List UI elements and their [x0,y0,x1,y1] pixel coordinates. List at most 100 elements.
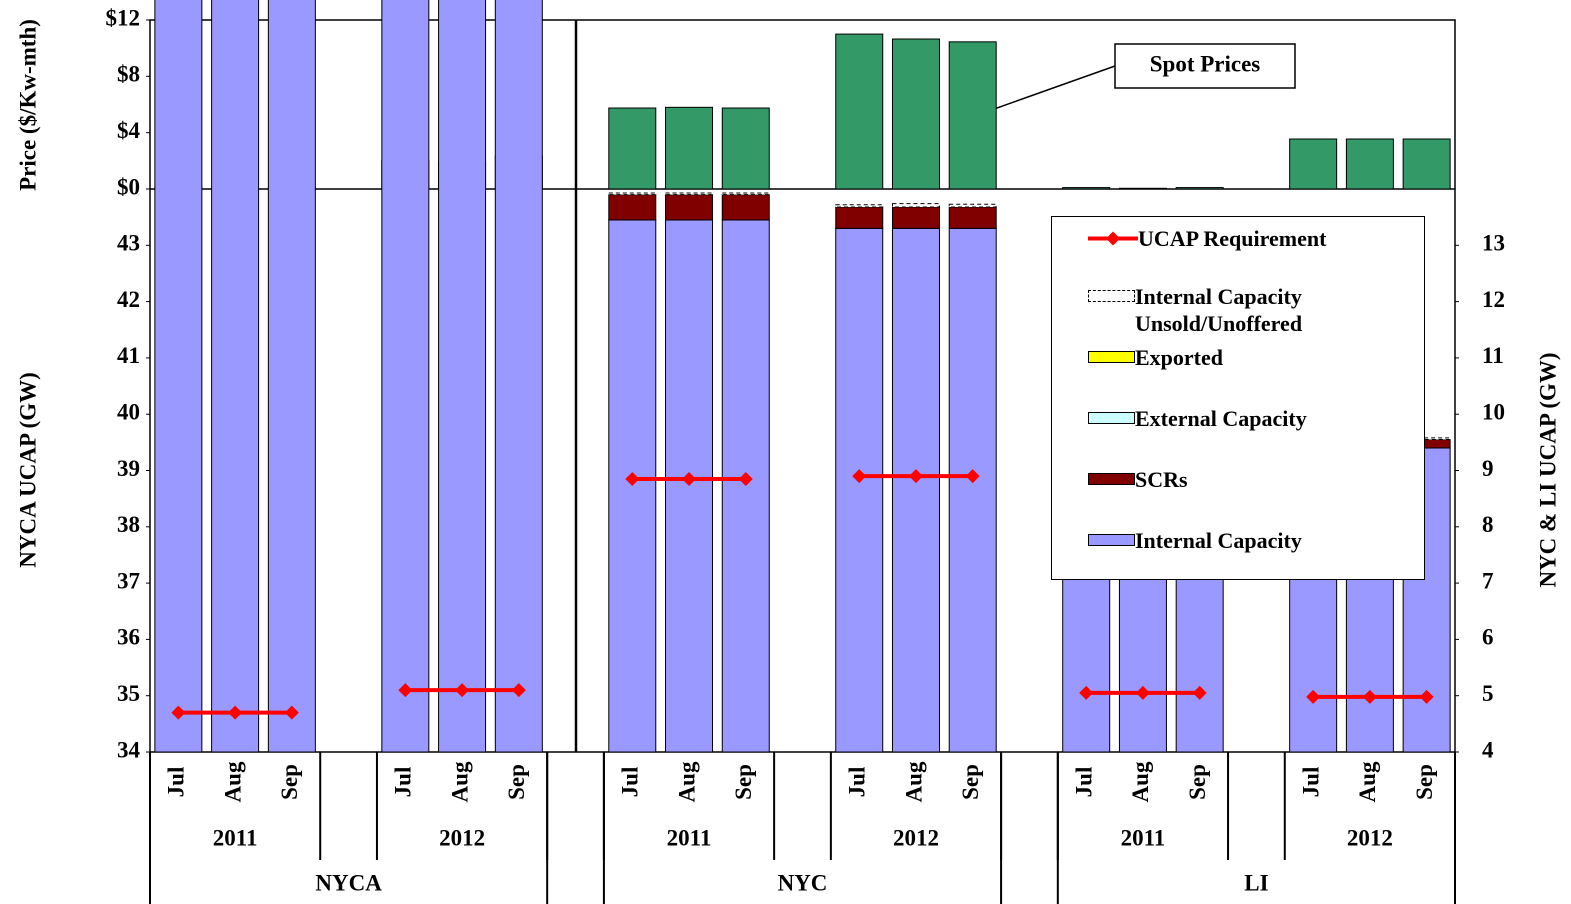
requirement-marker [1362,689,1377,704]
y2-tick-label: 10 [1482,399,1505,424]
y2-tick-label: 11 [1482,343,1504,368]
bar-segment [721,194,770,221]
bar-segment [1402,437,1451,441]
legend-swatch [1088,231,1138,246]
y2-tick-label: 9 [1482,456,1494,481]
y-tick-label: 36 [117,625,140,650]
legend-item: External Capacity [1088,405,1375,432]
bar-segment [948,206,997,229]
y-tick-label: 37 [117,568,140,593]
y-tick-label: 39 [117,456,140,481]
price-tick-label: $12 [106,5,141,30]
requirement-marker [852,469,867,484]
x-tick-label: Sep [1412,764,1437,800]
legend-swatch-marker [1106,231,1120,246]
region-label: NYC [778,870,828,895]
bar-segment [608,192,657,196]
bar-segment [494,0,543,753]
price-bar [948,41,997,190]
x-tick-label: Aug [1128,761,1153,802]
price-bar [1175,187,1224,190]
bar-segment [665,194,714,221]
bar-segment [891,227,940,753]
requirement-marker [1079,685,1094,700]
requirement-marker [625,471,640,486]
y-tick-label: 35 [117,681,140,706]
x-tick-label: Jul [391,767,416,798]
price-tick-label: $8 [117,62,140,87]
bar-segment [948,203,997,208]
requirement-marker [738,471,753,486]
bar-segment [381,0,430,753]
bar-segment [665,192,714,196]
bar-segment [948,227,997,753]
x-tick-label: Jul [618,767,643,798]
x-tick-label: Sep [1185,764,1210,800]
year-label: 2012 [1347,825,1393,850]
x-tick-label: Jul [845,767,870,798]
bar-segment [835,206,884,229]
x-tick-label: Sep [958,764,983,800]
region-label: LI [1244,870,1268,895]
price-bar [1118,187,1167,190]
y2-tick-label: 4 [1482,737,1494,762]
price-bar [1345,138,1394,190]
x-tick-label: Jul [1298,767,1323,798]
price-axis-title: Price ($/Kw-mth) [15,19,40,191]
y-tick-label: 41 [117,343,140,368]
annotation-box [1114,43,1296,89]
bar-segment [438,0,487,753]
legend: UCAP Requirement Internal Capacity Unsold… [1051,216,1425,580]
region-label: NYCA [315,870,382,895]
x-tick-label: Jul [1071,767,1096,798]
legend-item: Exported [1088,344,1375,371]
year-label: 2011 [1121,825,1166,850]
y2-tick-label: 6 [1482,625,1494,650]
year-label: 2011 [667,825,712,850]
year-label: 2012 [893,825,939,850]
price-bar [1062,187,1111,190]
x-tick-label: Jul [164,767,189,798]
legend-item: Internal Capacity Unsold/Unoffered [1088,283,1375,337]
legend-label: External Capacity [1135,406,1307,431]
bar-segment [211,0,260,753]
y-axis-title: NYCA UCAP (GW) [15,372,40,568]
price-bar [721,107,770,190]
bar-segment [721,219,770,753]
price-bar [1402,138,1451,190]
plot-frame [149,19,1456,753]
y2-tick-label: 8 [1482,512,1494,537]
price-bar [891,38,940,190]
bar-segment [608,219,657,753]
bar-segment [891,206,940,229]
requirement-marker [1135,685,1150,700]
legend-swatch [1088,473,1135,485]
legend-item: UCAP Requirement [1088,225,1378,252]
y-tick-label: 34 [117,737,141,762]
legend-swatch [1088,351,1135,363]
requirement-marker [171,705,186,720]
bar-segment [267,0,316,753]
requirement-marker [682,471,697,486]
legend-label: Exported [1135,345,1223,370]
requirement-marker [908,469,923,484]
price-bar [665,106,714,190]
y2-tick-label: 12 [1482,287,1505,312]
price-tick-label: $4 [117,118,141,143]
price-bar [1289,138,1338,190]
y-tick-label: 40 [117,399,140,424]
legend-swatch [1088,412,1135,424]
price-bar [835,33,884,190]
legend-swatch [1088,534,1135,546]
annotation: Spot Prices [1150,51,1261,76]
legend-item: SCRs [1088,466,1375,493]
x-tick-label: Aug [447,761,472,802]
x-tick-label: Aug [674,761,699,802]
legend-item: Internal Capacity [1088,527,1375,554]
legend-label: Internal Capacity [1135,528,1302,553]
year-label: 2011 [213,825,258,850]
bar-segment [154,0,203,753]
x-tick-label: Sep [504,764,529,800]
